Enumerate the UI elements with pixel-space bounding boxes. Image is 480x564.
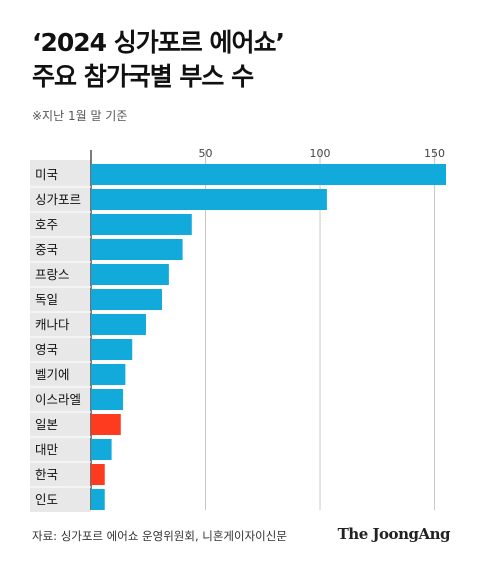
category-label-13: 한국 <box>35 467 58 482</box>
category-label-9: 벨기에 <box>35 367 70 382</box>
category-label-3: 호주 <box>35 217 58 232</box>
category-label-4: 중국 <box>35 242 58 257</box>
bar-1 <box>91 164 446 185</box>
bar-12 <box>91 439 112 460</box>
title-line-2: 주요 참가국별 부스 수 <box>32 62 254 91</box>
category-label-7: 캐나다 <box>35 317 70 332</box>
bar-10 <box>91 389 124 410</box>
category-label-5: 프랑스 <box>35 267 70 282</box>
source-note: 자료: 싱가포르 에어쇼 운영위원회, 니혼게이자이신문 <box>32 529 287 543</box>
bar-6 <box>91 289 162 310</box>
x-tick-label-100: 100 <box>310 147 331 160</box>
bar-5 <box>91 264 169 285</box>
bar-11 <box>91 414 121 435</box>
bar-3 <box>91 214 192 235</box>
category-label-8: 영국 <box>35 342 58 357</box>
category-label-10: 이스라엘 <box>35 392 81 407</box>
bar-2 <box>91 189 327 210</box>
category-label-1: 미국 <box>35 167 58 182</box>
bar-14 <box>91 489 105 510</box>
bar-7 <box>91 314 146 335</box>
category-label-6: 독일 <box>35 292 58 307</box>
category-label-12: 대만 <box>35 442 59 457</box>
brand-logo: The JoongAng <box>337 525 451 543</box>
bar-13 <box>91 464 105 485</box>
category-label-14: 인도 <box>35 492 58 507</box>
bar-9 <box>91 364 126 385</box>
bar-4 <box>91 239 183 260</box>
x-tick-label-150: 150 <box>424 147 445 160</box>
x-tick-label-50: 50 <box>199 147 213 160</box>
category-label-column <box>30 160 91 512</box>
chart-title: ‘2024 싱가포르 에어쇼’ 주요 참가국별 부스 수 <box>32 26 285 94</box>
category-label-2: 싱가포르 <box>35 192 81 207</box>
bar-8 <box>91 339 133 360</box>
category-label-11: 일본 <box>35 417 58 432</box>
title-line-1: ‘2024 싱가포르 에어쇼’ <box>32 28 285 57</box>
date-note: ※지난 1월 말 기준 <box>32 109 128 123</box>
